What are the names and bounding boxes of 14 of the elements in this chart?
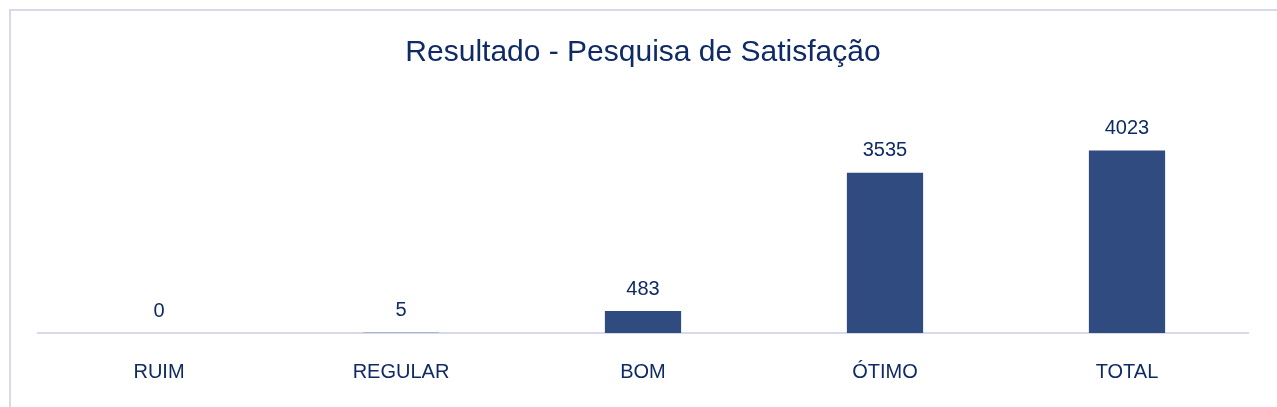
bar (604, 311, 682, 333)
bar (846, 172, 924, 333)
x-tick-label: RUIM (133, 359, 185, 382)
data-label: 0 (153, 298, 165, 321)
x-tick-label: BOM (620, 359, 666, 382)
bar (1088, 150, 1166, 333)
data-label: 483 (626, 276, 660, 299)
x-tick-label: REGULAR (352, 359, 450, 382)
data-label: 3535 (862, 138, 908, 161)
data-label: 4023 (1104, 116, 1150, 139)
chart-title: Resultado - Pesquisa de Satisfação (405, 34, 881, 68)
x-tick-label: TOTAL (1095, 359, 1159, 382)
data-label: 5 (395, 298, 407, 321)
x-tick-label: ÓTIMO (852, 359, 918, 382)
